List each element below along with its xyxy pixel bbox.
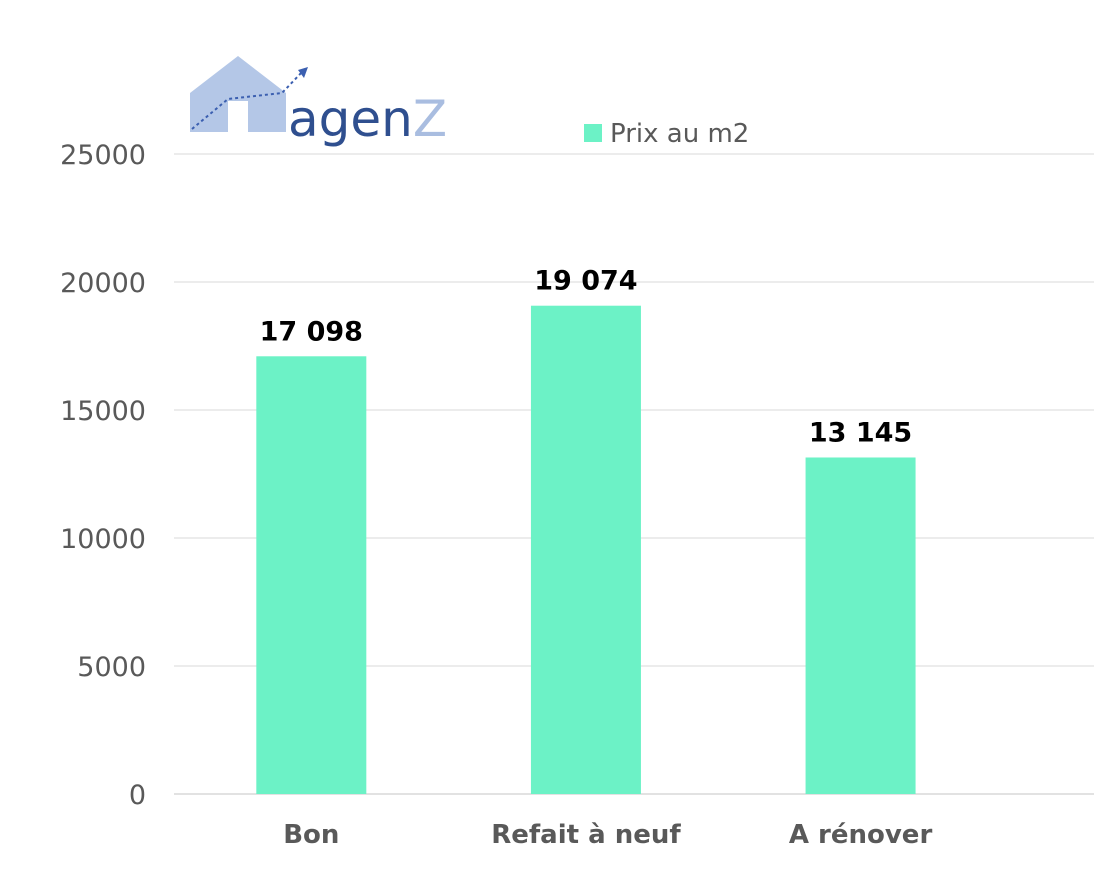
bars	[256, 305, 916, 794]
bar	[805, 457, 916, 794]
arrow-head-icon	[298, 67, 308, 78]
trend-arrow-icon	[191, 71, 303, 130]
y-axis: 0 5000 10000 15000 20000 25000	[60, 140, 146, 811]
x-tick-label: Bon	[283, 820, 339, 850]
legend-swatch	[584, 124, 602, 142]
data-labels: 17 098 19 074 13 145	[260, 266, 913, 449]
y-tick-label: 5000	[77, 652, 146, 683]
legend-label: Prix au m2	[610, 119, 749, 149]
data-label: 17 098	[260, 316, 363, 347]
x-axis: Bon Refait à neuf A rénover	[283, 820, 932, 850]
y-tick-label: 10000	[60, 524, 146, 555]
y-tick-label: 15000	[60, 396, 146, 427]
bar	[256, 356, 367, 794]
y-tick-label: 20000	[60, 268, 146, 299]
y-tick-label: 0	[129, 780, 146, 811]
data-label: 13 145	[809, 417, 912, 448]
legend: Prix au m2	[584, 119, 749, 149]
house-icon	[190, 56, 286, 132]
logo-text: agenZ	[288, 90, 447, 148]
y-tick-label: 25000	[60, 140, 146, 171]
x-tick-label: A rénover	[789, 820, 933, 850]
x-tick-label: Refait à neuf	[491, 820, 681, 850]
bar	[530, 305, 641, 794]
data-label: 19 074	[534, 266, 637, 297]
agenz-logo: agenZ	[190, 56, 447, 148]
